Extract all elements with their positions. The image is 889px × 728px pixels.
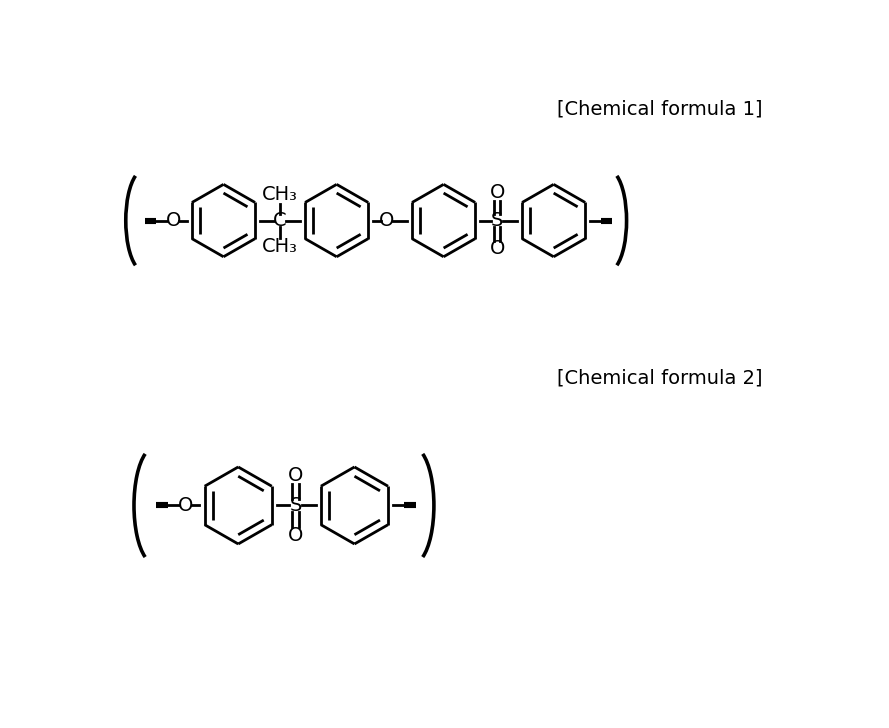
Text: CH₃: CH₃	[262, 237, 298, 256]
Text: [Chemical formula 2]: [Chemical formula 2]	[557, 369, 762, 388]
Text: S: S	[290, 496, 301, 515]
Text: C: C	[273, 211, 287, 230]
Text: O: O	[489, 239, 505, 258]
Text: O: O	[288, 526, 303, 545]
Text: S: S	[491, 211, 503, 230]
Text: O: O	[178, 496, 193, 515]
Text: O: O	[165, 211, 180, 230]
Text: O: O	[489, 183, 505, 202]
Text: CH₃: CH₃	[262, 185, 298, 204]
Text: O: O	[380, 211, 395, 230]
Text: O: O	[288, 466, 303, 485]
Text: [Chemical formula 1]: [Chemical formula 1]	[557, 100, 762, 119]
